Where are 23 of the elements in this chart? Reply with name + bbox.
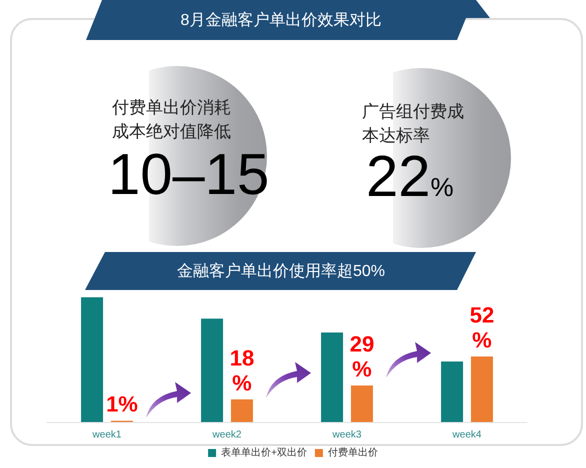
bar [230,399,253,422]
data-label: 18% [230,345,254,396]
legend-label: 表单单出价+双出价 [221,446,307,458]
text: 付费单出价消耗成本绝对值降低 [112,98,231,141]
x-tick-label: week4 [452,430,482,440]
text: 10–15 [108,142,270,207]
x-tick-label: week1 [92,430,122,440]
x-tick-label: week2 [212,430,242,440]
data-label: 29% [350,331,374,382]
bar [201,318,224,422]
bar [441,362,464,422]
text: 广告组付费成本达标率 [362,101,465,147]
text: 22% [366,144,454,209]
x-tick-label: week3 [332,430,362,440]
data-label: 52% [470,302,494,352]
bar [321,332,344,422]
legend-label: 付费单出价 [328,446,378,458]
chart-title: 金融客户单出价使用率超50% [176,262,386,282]
data-label: 1% [106,392,138,417]
bar [350,385,373,422]
bar [470,356,493,422]
text: 8月金融客户单出价效果对比 [180,10,382,30]
bar [81,297,104,422]
